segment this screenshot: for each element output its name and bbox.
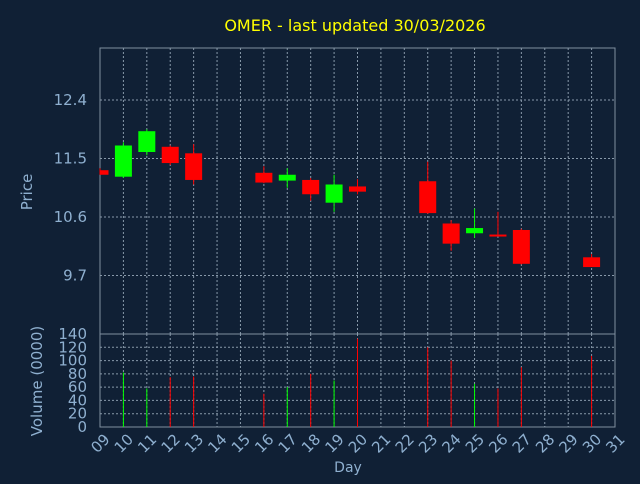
- volume-tick-label: 140: [58, 325, 87, 343]
- volume-tick-label: 60: [68, 378, 87, 396]
- chart-title: OMER - last updated 30/03/2026: [224, 16, 485, 35]
- day-tick-label: 10: [111, 430, 137, 456]
- candle-body: [302, 179, 320, 195]
- day-axis-label: Day: [334, 460, 362, 476]
- volume-tick-label: 80: [68, 365, 87, 383]
- candle-body: [278, 174, 296, 181]
- day-tick-label: 11: [134, 430, 160, 456]
- volume-tick-label: 0: [77, 418, 87, 436]
- candle-body: [466, 228, 484, 234]
- day-tick-label: 16: [251, 430, 277, 456]
- candlesticks: [99, 129, 601, 268]
- day-tick-label: 28: [532, 430, 558, 456]
- candle-body: [325, 184, 343, 203]
- candle-body: [583, 257, 601, 268]
- day-tick-label: 30: [579, 430, 605, 456]
- volume-tick-label: 20: [68, 405, 87, 423]
- day-tick-label: 27: [509, 430, 535, 456]
- candle-body: [161, 146, 179, 164]
- candle-body: [255, 172, 273, 183]
- candle-body: [489, 234, 507, 237]
- day-tick-label: 19: [321, 430, 347, 456]
- day-tick-label: 25: [462, 430, 488, 456]
- candle-body: [349, 186, 366, 192]
- day-tick-label: 21: [368, 430, 394, 456]
- day-tick-label: 29: [556, 430, 582, 456]
- candle-body: [114, 145, 132, 177]
- candle-body: [419, 181, 437, 214]
- day-tick-label: 14: [204, 430, 230, 456]
- candle-body: [442, 223, 460, 244]
- price-tick-label: 9.7: [63, 267, 87, 285]
- volume-bars: [122, 338, 593, 427]
- volume-tick-label: 120: [58, 338, 87, 356]
- price-tick-label: 12.4: [54, 91, 87, 109]
- day-tick-label: 24: [438, 430, 464, 456]
- day-tick-label: 12: [158, 430, 184, 456]
- day-tick-label: 18: [298, 430, 324, 456]
- day-tick-label: 23: [415, 430, 441, 456]
- volume-tick-label: 100: [58, 352, 87, 370]
- day-tick-label: 17: [275, 430, 301, 456]
- day-tick-label: 31: [602, 430, 628, 456]
- candle-body: [138, 131, 156, 152]
- day-tick-label: 22: [392, 430, 418, 456]
- candle-body: [512, 230, 530, 264]
- day-tick-label: 20: [345, 430, 371, 456]
- day-tick-label: 09: [87, 430, 113, 456]
- day-tick-label: 13: [181, 430, 207, 456]
- volume-tick-label: 40: [68, 391, 87, 409]
- day-tick-label: 15: [228, 430, 254, 456]
- price-tick-label: 10.6: [54, 208, 87, 226]
- price-axis-label: Price: [18, 174, 36, 211]
- candle-body: [185, 153, 203, 180]
- candle-body: [100, 170, 109, 175]
- volume-axis-label: Volume (0000): [28, 326, 46, 436]
- price-tick-label: 11.5: [54, 150, 87, 168]
- day-tick-label: 26: [485, 430, 511, 456]
